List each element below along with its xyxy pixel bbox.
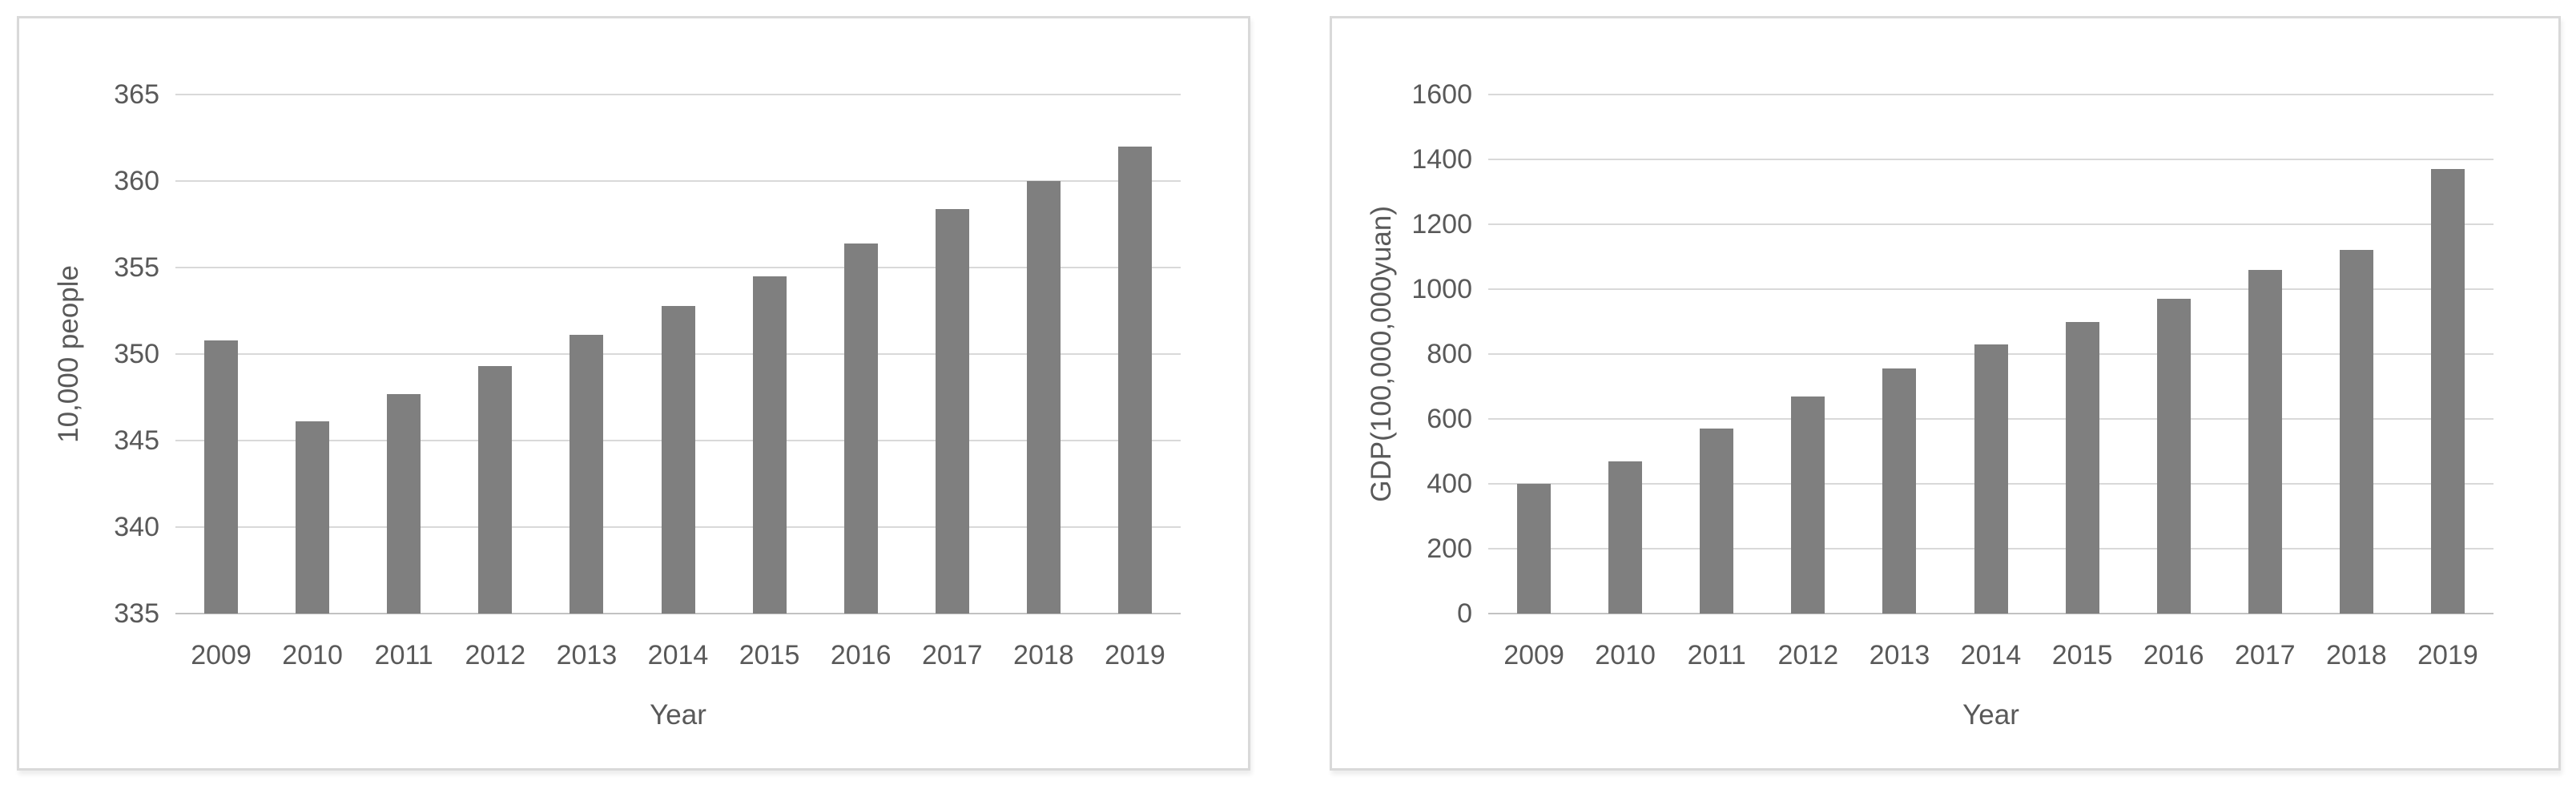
bar-2011 <box>387 393 421 614</box>
y-tick-label: 1000 <box>1411 274 1472 304</box>
x-tick-label: 2009 <box>1503 640 1564 670</box>
bar-2012 <box>478 366 513 614</box>
bar-2015 <box>752 276 787 614</box>
x-tick-label: 2019 <box>1105 640 1165 670</box>
bar-2019 <box>1117 146 1152 614</box>
bar-2014 <box>661 305 695 614</box>
x-tick-label: 2012 <box>1777 640 1839 670</box>
y-tick-label: 335 <box>114 598 159 629</box>
bar-2009 <box>204 340 239 614</box>
x-tick-label: 2019 <box>2417 640 2478 670</box>
bar-2017 <box>935 208 969 614</box>
x-tick-label: 2010 <box>1595 640 1656 670</box>
x-tick-label: 2014 <box>1960 640 2022 670</box>
bar-2015 <box>2065 321 2099 614</box>
x-tick-label: 2015 <box>739 640 800 670</box>
gridline <box>175 94 1181 95</box>
bar-2010 <box>296 421 330 614</box>
gridline <box>1488 94 2493 95</box>
bar-2019 <box>2430 169 2465 614</box>
gridline <box>175 180 1181 182</box>
x-tick-label: 2011 <box>374 640 433 670</box>
bar-2013 <box>1882 368 1917 614</box>
x-tick-label: 2011 <box>1687 640 1746 670</box>
y-tick-label: 400 <box>1427 469 1472 499</box>
bar-2017 <box>2248 269 2282 614</box>
y-tick-label: 365 <box>114 79 159 110</box>
x-tick-label: 2015 <box>2051 640 2113 670</box>
x-tick-label: 2013 <box>556 640 618 670</box>
y-tick-label: 340 <box>114 512 159 542</box>
x-tick-label: 2017 <box>2234 640 2296 670</box>
y-axis-tick-labels: 1600 1400 1200 1000 800 600 400 200 0 <box>1332 81 1472 627</box>
y-axis-tick-labels: 365 360 355 350 345 340 335 <box>19 81 159 627</box>
x-tick-label: 2016 <box>2143 640 2204 670</box>
y-tick-label: 345 <box>114 425 159 456</box>
y-tick-label: 1200 <box>1411 209 1472 240</box>
y-tick-label: 350 <box>114 339 159 369</box>
bar-2016 <box>843 243 878 614</box>
x-tick-label: 2018 <box>2326 640 2387 670</box>
bar-2013 <box>570 335 604 614</box>
x-tick-label: 2010 <box>282 640 343 670</box>
x-axis-line <box>175 613 1181 614</box>
y-tick-label: 0 <box>1457 598 1472 629</box>
bar-2010 <box>1608 461 1643 614</box>
gridline <box>1488 223 2493 225</box>
bar-2018 <box>1026 181 1061 614</box>
x-tick-label: 2016 <box>830 640 892 670</box>
y-tick-label: 360 <box>114 166 159 196</box>
x-axis-tick-labels: 2009 2010 2011 2012 2013 2014 2015 2016 2017 2018… <box>1488 642 2493 674</box>
bar-2012 <box>1791 396 1825 614</box>
y-tick-label: 800 <box>1427 339 1472 369</box>
x-tick-label: 2014 <box>647 640 709 670</box>
y-tick-label: 1600 <box>1411 79 1472 110</box>
y-tick-label: 600 <box>1427 404 1472 434</box>
plot-area <box>1488 94 2493 614</box>
x-axis-line <box>1488 613 2493 614</box>
x-tick-label: 2013 <box>1869 640 1930 670</box>
gridline <box>175 267 1181 268</box>
bar-2018 <box>2339 250 2373 614</box>
x-tick-label: 2012 <box>465 640 526 670</box>
gridline <box>1488 159 2493 160</box>
y-tick-label: 200 <box>1427 533 1472 564</box>
x-tick-label: 2017 <box>921 640 983 670</box>
bar-2014 <box>1974 344 2008 614</box>
x-axis-title: Year <box>650 699 706 731</box>
gdp-chart-panel: GDP(100,000,000yuan) 1600 1400 1200 1000 800… <box>1330 16 2561 771</box>
gridline <box>1488 288 2493 290</box>
bar-2009 <box>1517 484 1552 614</box>
y-tick-label: 355 <box>114 252 159 283</box>
x-axis-tick-labels: 2009 2010 2011 2012 2013 2014 2015 2016 2017 2018… <box>175 642 1181 674</box>
x-axis-title: Year <box>1962 699 2019 731</box>
bar-2011 <box>1700 429 1734 614</box>
x-tick-label: 2018 <box>1013 640 1074 670</box>
x-tick-label: 2009 <box>191 640 252 670</box>
population-chart-panel: 10,000 people 365 360 355 350 345 340 335 2009… <box>17 16 1250 771</box>
y-tick-label: 1400 <box>1411 144 1472 175</box>
plot-area <box>175 94 1181 614</box>
bar-2016 <box>2156 299 2191 614</box>
